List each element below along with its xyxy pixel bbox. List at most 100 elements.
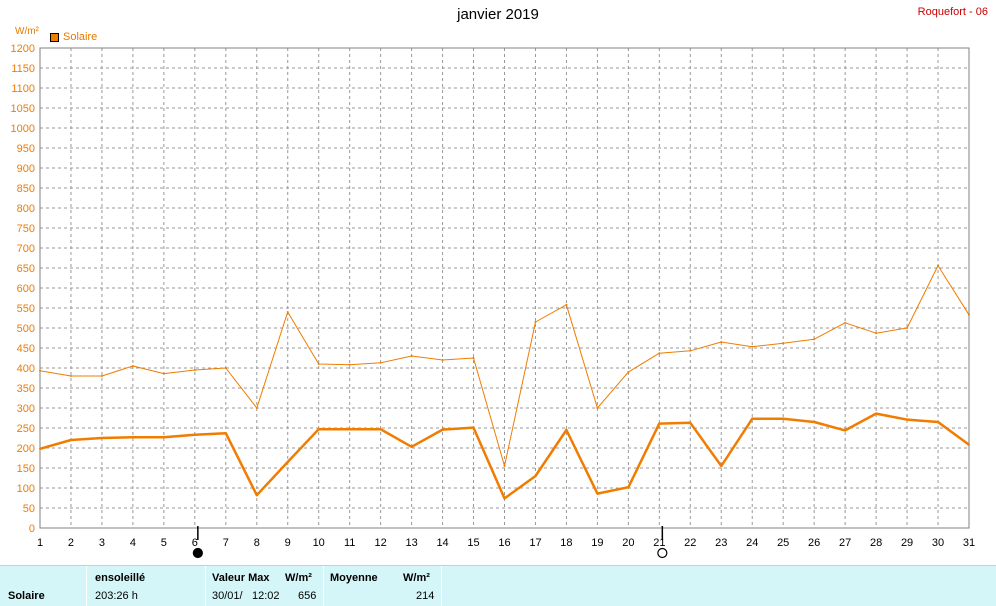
new-moon-icon (192, 547, 203, 559)
footer-divider (86, 566, 87, 606)
data-point (751, 345, 754, 348)
footer-divider (205, 566, 206, 606)
data-point (69, 439, 72, 441)
data-point (751, 417, 754, 420)
x-tick-label: 14 (436, 537, 448, 549)
max-date: 30/01/ (212, 590, 243, 602)
data-point (255, 407, 258, 409)
sunshine-label: ensoleillé (95, 572, 146, 584)
y-tick-label: 600 (17, 283, 35, 295)
data-point (348, 363, 351, 366)
data-point (813, 338, 816, 341)
data-point (689, 421, 692, 424)
data-point (162, 372, 165, 375)
x-tick-label: 25 (777, 537, 789, 549)
x-tick-label: 15 (467, 537, 479, 549)
avg-value: 214 (416, 590, 435, 602)
x-tick-label: 8 (254, 537, 260, 549)
y-tick-label: 400 (17, 363, 35, 375)
x-tick-label: 30 (932, 537, 944, 549)
y-tick-label: 700 (17, 243, 35, 255)
x-tick-label: 26 (808, 537, 820, 549)
y-tick-label: 1200 (11, 43, 35, 55)
y-tick-label: 850 (17, 183, 35, 195)
data-point (875, 412, 878, 415)
avg-unit: W/m² (403, 572, 430, 584)
y-tick-label: 0 (29, 523, 35, 535)
data-point (534, 475, 537, 477)
y-tick-label: 1000 (11, 123, 35, 135)
full-moon-icon (657, 547, 668, 559)
data-point (565, 429, 568, 431)
data-point (255, 494, 258, 497)
data-point (844, 321, 847, 324)
data-point (627, 371, 630, 373)
data-point (317, 363, 320, 365)
data-point (410, 355, 413, 357)
x-tick-label: 10 (313, 537, 325, 549)
data-point (100, 375, 103, 377)
data-point (162, 436, 165, 439)
legend-label: Solaire (63, 31, 98, 43)
data-point (720, 465, 723, 467)
chart-area: 0 50 100 150 200 250 300 350 400 450 500 550 600 650 7… (11, 43, 975, 559)
max-label: Valeur Max (212, 572, 270, 584)
data-point (441, 428, 444, 431)
y-tick-label: 650 (17, 263, 35, 275)
x-tick-label: 16 (498, 537, 510, 549)
data-point (441, 359, 444, 361)
data-point (472, 426, 475, 429)
x-tick-label: 9 (285, 537, 291, 549)
x-tick-label: 7 (223, 537, 229, 549)
y-tick-label: 950 (17, 143, 35, 155)
data-point (627, 486, 630, 489)
x-tick-label: 5 (161, 537, 167, 549)
data-point (596, 407, 599, 409)
x-tick-label: 13 (405, 537, 417, 549)
data-point (968, 443, 970, 446)
data-point (193, 433, 196, 436)
data-point (39, 369, 41, 372)
y-tick-label: 1150 (11, 63, 35, 75)
y-axis-unit: W/m² (15, 26, 39, 37)
sunshine-value: 203:26 h (95, 590, 138, 602)
x-tick-label: 3 (99, 537, 105, 549)
data-point (844, 429, 847, 432)
data-point (968, 313, 970, 316)
footer-divider (441, 566, 442, 606)
y-tick-label: 50 (23, 503, 35, 515)
data-point (224, 367, 227, 369)
chart-title: janvier 2019 (457, 6, 539, 23)
data-point (410, 445, 413, 448)
max-value: 656 (298, 590, 317, 602)
y-tick-label: 1050 (11, 103, 35, 115)
data-point (906, 418, 909, 421)
data-point (286, 311, 289, 313)
avg-label: Moyenne (330, 572, 378, 584)
data-point (472, 357, 475, 359)
y-tick-label: 250 (17, 423, 35, 435)
data-point (720, 341, 723, 343)
data-point (317, 428, 320, 431)
data-point (100, 437, 103, 439)
x-tick-label: 28 (870, 537, 882, 549)
data-point (131, 436, 134, 439)
x-tick-label: 2 (68, 537, 74, 549)
data-point (224, 432, 227, 435)
footer-row-label: Solaire (8, 590, 45, 602)
summary-footer: Solaire ensoleillé 203:26 h Valeur Max W… (0, 565, 996, 606)
data-point (937, 264, 940, 267)
data-point (875, 332, 878, 335)
x-tick-label: 1 (37, 537, 43, 549)
data-point (534, 321, 537, 323)
x-tick-label: 29 (901, 537, 913, 549)
data-point (503, 465, 506, 467)
x-tick-label: 6 (192, 537, 198, 549)
data-point (503, 497, 506, 500)
x-tick-label: 21 (653, 537, 665, 549)
data-point (596, 492, 599, 495)
x-tick-label: 27 (839, 537, 851, 549)
x-tick-label: 31 (963, 537, 975, 549)
data-point (379, 428, 382, 431)
data-point (131, 365, 134, 367)
